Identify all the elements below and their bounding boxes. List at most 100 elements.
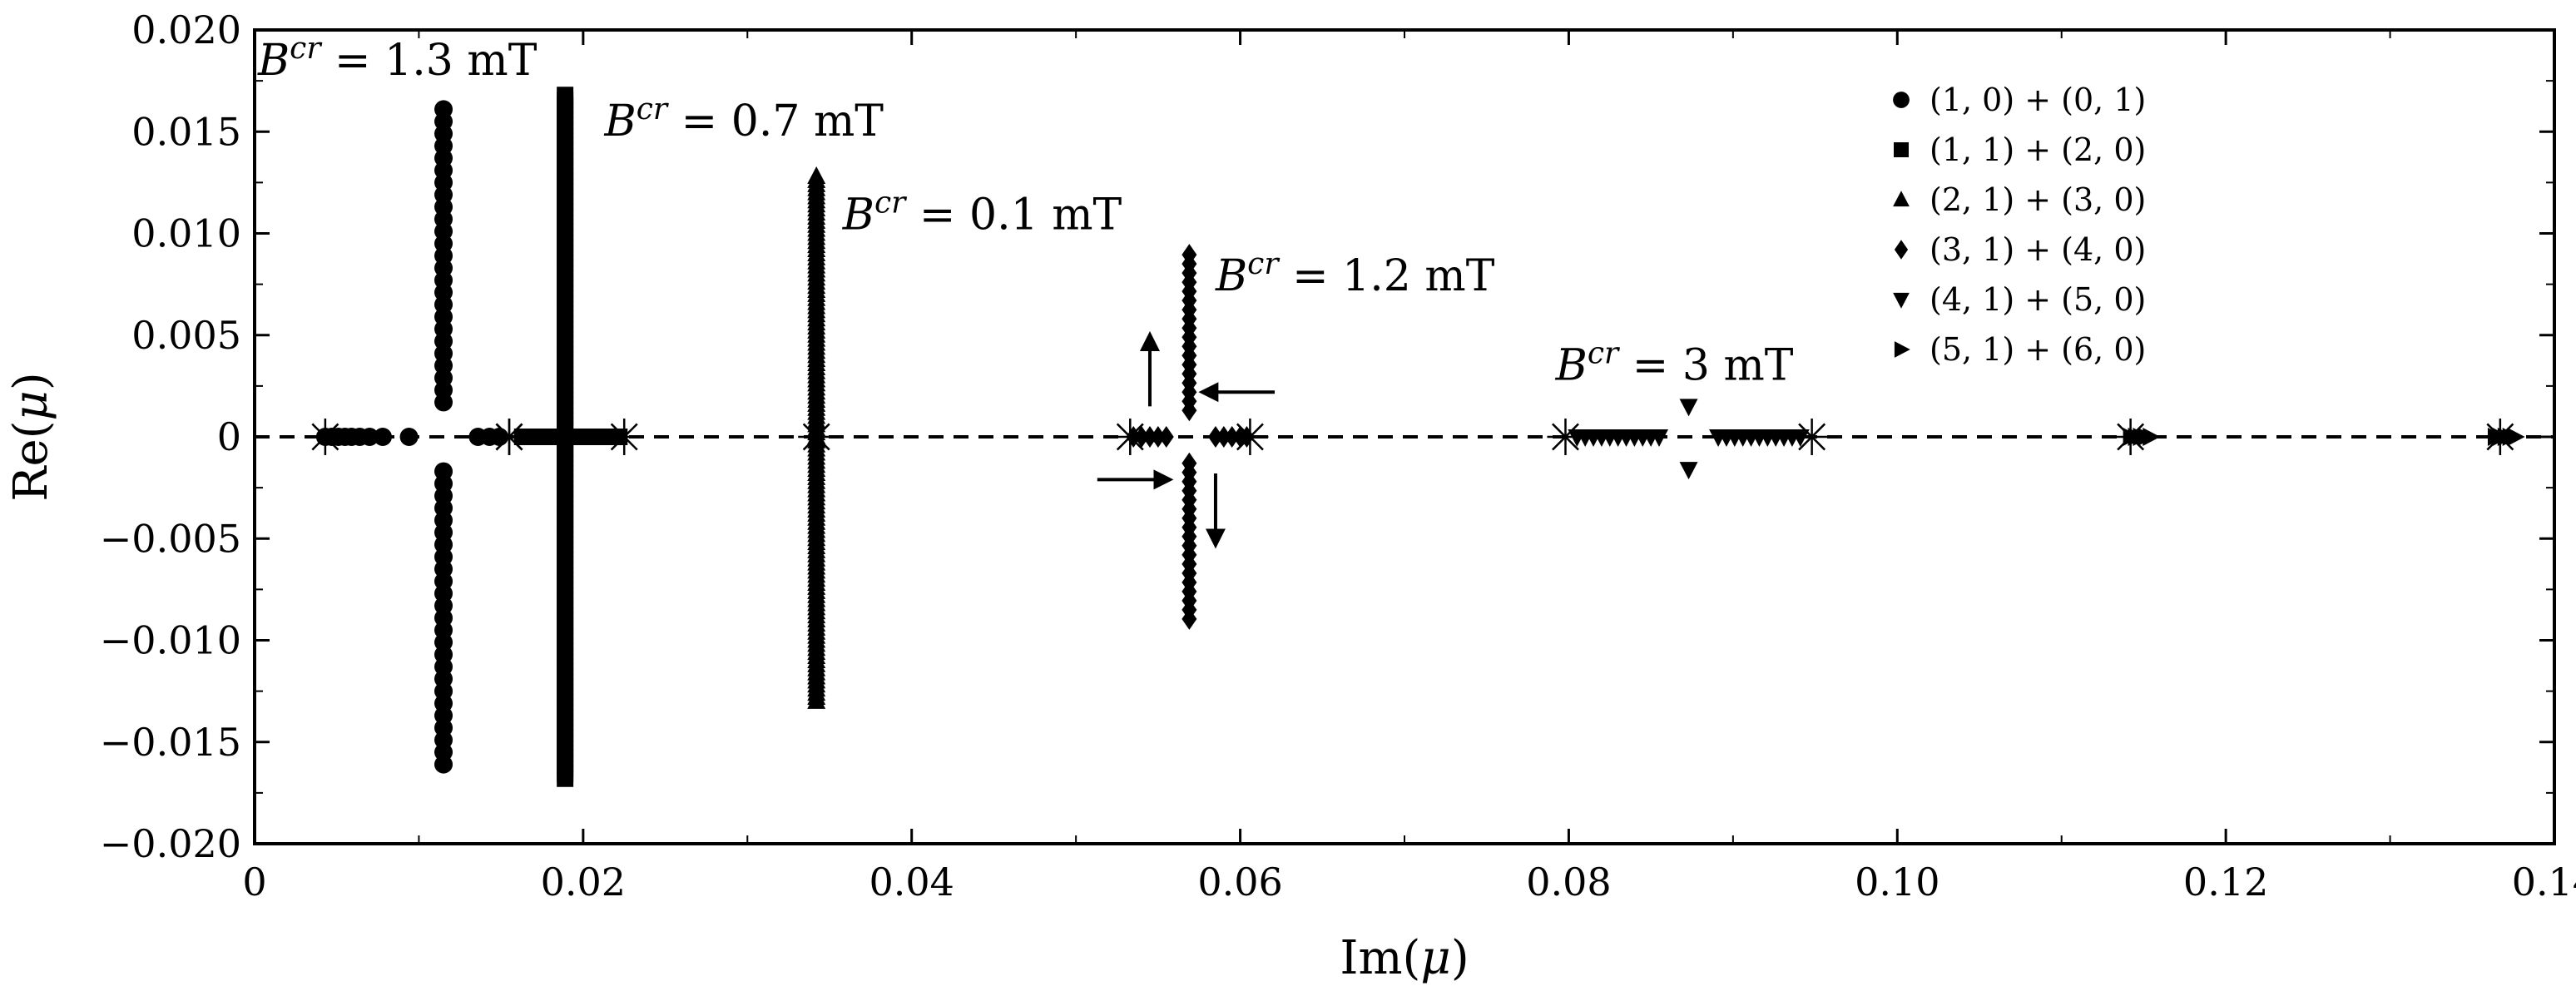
legend-marker	[1894, 240, 1909, 260]
x-tick-label: 0.08	[1526, 860, 1611, 904]
data-point	[1142, 426, 1157, 448]
annotation-value: = 0.1 mT	[905, 191, 1122, 240]
data-point	[569, 429, 587, 445]
data-point	[807, 166, 826, 185]
y-axis-label-text: Re(	[4, 421, 58, 502]
data-point	[1650, 429, 1669, 447]
data-point	[1150, 426, 1166, 448]
endpoint-star-stroke	[495, 423, 523, 451]
legend-label: (1, 0) + (0, 1)	[1930, 82, 2146, 118]
legend-marker	[1893, 191, 1910, 207]
endpoint-star	[306, 419, 344, 455]
annotation-b: B	[1215, 251, 1247, 301]
endpoint-star-stroke	[610, 423, 638, 451]
endpoint-star-stroke	[2486, 423, 2514, 451]
legend-label: (3, 1) + (4, 0)	[1930, 231, 2146, 268]
x-axis-label-mu: μ	[1420, 931, 1450, 985]
data-point	[1791, 429, 1810, 447]
annotation-value: = 0.7 mT	[667, 97, 884, 146]
endpoint-star-stroke	[1552, 423, 1579, 451]
endpoint-star	[2481, 419, 2519, 455]
x-tick-label: 0.14	[2512, 860, 2576, 904]
y-tick-label: 0.020	[131, 7, 241, 52]
endpoint-star	[1112, 419, 1149, 455]
x-tick-label: 0.04	[869, 860, 954, 904]
x-axis-label: Im(μ)	[1340, 931, 1469, 985]
data-point	[807, 691, 826, 709]
series-5	[1568, 399, 1810, 480]
annotation-ann-3: Bcr = 3 mT	[1555, 337, 1794, 391]
endpoint-star	[1793, 419, 1830, 455]
data-point	[1679, 399, 1698, 417]
legend-marker	[1894, 341, 1910, 358]
annotation-b: B	[257, 36, 290, 86]
endpoint-star-stroke	[802, 423, 830, 451]
y-tick-label: −0.005	[100, 516, 241, 561]
series-1	[315, 100, 509, 774]
annotation-ann-12: Bcr = 1.2 mT	[1215, 247, 1495, 301]
data-point	[1679, 462, 1698, 480]
data-point	[557, 770, 574, 787]
y-tick-label: −0.015	[100, 720, 241, 765]
endpoint-star	[491, 419, 528, 455]
x-tick-label: 0	[242, 860, 266, 904]
x-tick-label: 0.10	[1855, 860, 1939, 904]
data-point	[582, 429, 600, 445]
endpoint-star	[606, 419, 643, 455]
data-point	[1207, 426, 1223, 448]
y-axis-label: Re(μ)	[4, 372, 58, 501]
annotation-superscript: cr	[1588, 337, 1620, 371]
endpoint-star	[1547, 419, 1584, 455]
x-tick-label: 0.02	[541, 860, 626, 904]
data-point	[434, 100, 453, 119]
legend-label: (1, 1) + (2, 0)	[1930, 131, 2146, 168]
y-tick-label: 0.015	[131, 109, 241, 154]
y-axis-label-mu: μ	[4, 390, 58, 420]
x-axis-label-text: Im(	[1340, 931, 1420, 985]
endpoint-star-stroke	[2117, 423, 2145, 451]
endpoint-star-stroke	[1116, 423, 1144, 451]
annotation-b: B	[842, 191, 874, 240]
data-point	[1181, 607, 1197, 630]
endpoint-star-stroke	[311, 423, 339, 451]
legend-label: (4, 1) + (5, 0)	[1930, 281, 2146, 318]
annotation-superscript: cr	[290, 32, 322, 66]
data-point	[399, 428, 419, 446]
y-tick-label: −0.010	[100, 618, 241, 663]
legend-label: (2, 1) + (3, 0)	[1930, 181, 2146, 218]
x-tick-label: 0.12	[2183, 860, 2268, 904]
series-2	[513, 87, 628, 787]
y-tick-label: −0.020	[100, 821, 241, 866]
endpoint-star-stroke	[1798, 423, 1826, 451]
data-point	[1158, 426, 1174, 448]
data-point	[434, 755, 453, 774]
annotation-ann-13: Bcr = 1.3 mT	[257, 32, 537, 86]
annotation-value: = 1.2 mT	[1279, 251, 1495, 301]
legend: (1, 0) + (0, 1) (1, 1) + (2, 0) (2, 1) + (…	[1893, 82, 2146, 368]
annotation-b: B	[604, 97, 637, 146]
data-point	[1216, 426, 1231, 448]
legend-marker	[1894, 142, 1909, 157]
endpoint-star-stroke	[1236, 423, 1264, 451]
data-point	[360, 428, 379, 446]
data-point	[373, 428, 392, 446]
annotation-value: = 1.3 mT	[321, 36, 537, 86]
annotation-superscript: cr	[637, 92, 669, 126]
endpoint-star	[1231, 419, 1269, 455]
y-tick-label: 0.005	[131, 313, 241, 358]
annotation-value: = 3 mT	[1618, 341, 1794, 391]
y-axis-label-close: )	[4, 372, 58, 390]
legend-label: (5, 1) + (6, 0)	[1930, 331, 2146, 368]
endpoint-star	[798, 419, 835, 455]
y-tick-label: 0.010	[131, 211, 241, 256]
x-tick-label: 0.06	[1197, 860, 1282, 904]
data-point	[2143, 428, 2161, 446]
y-tick-label: 0	[217, 414, 241, 459]
endpoint-star	[2112, 419, 2149, 455]
x-axis-label-close: )	[1451, 931, 1469, 985]
annotation-superscript: cr	[874, 186, 907, 221]
data-point	[557, 87, 574, 104]
annotation-superscript: cr	[1247, 247, 1280, 281]
